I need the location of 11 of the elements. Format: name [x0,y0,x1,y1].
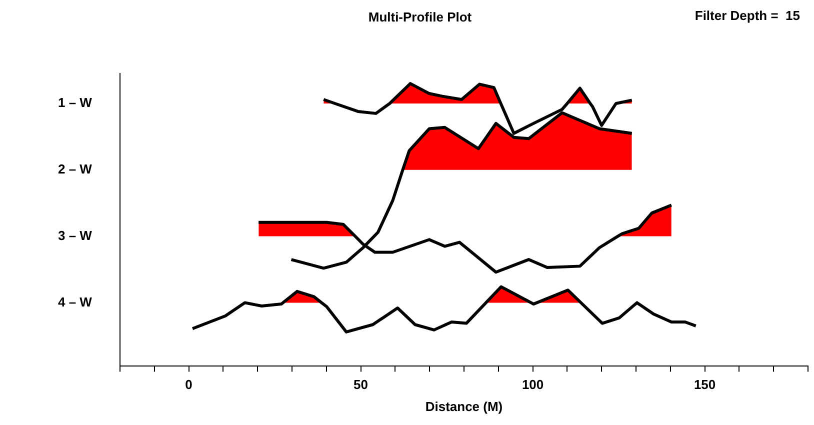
y-tick-label: 3 – W [58,228,93,243]
y-tick-label: 4 – W [58,294,93,310]
y-tick-label: 1 – W [58,95,93,110]
x-tick-label: 100 [522,377,544,392]
x-tick-label: 50 [354,377,368,392]
x-tick-label: 150 [694,377,716,392]
text: Filter Depth = 15 [694,8,800,23]
chart-title: Multi-Profile Plot [368,9,472,24]
x-tick-label: 0 [185,377,192,392]
x-axis-title: Distance (M) [425,398,503,414]
y-tick-label: 2 – W [58,161,93,176]
